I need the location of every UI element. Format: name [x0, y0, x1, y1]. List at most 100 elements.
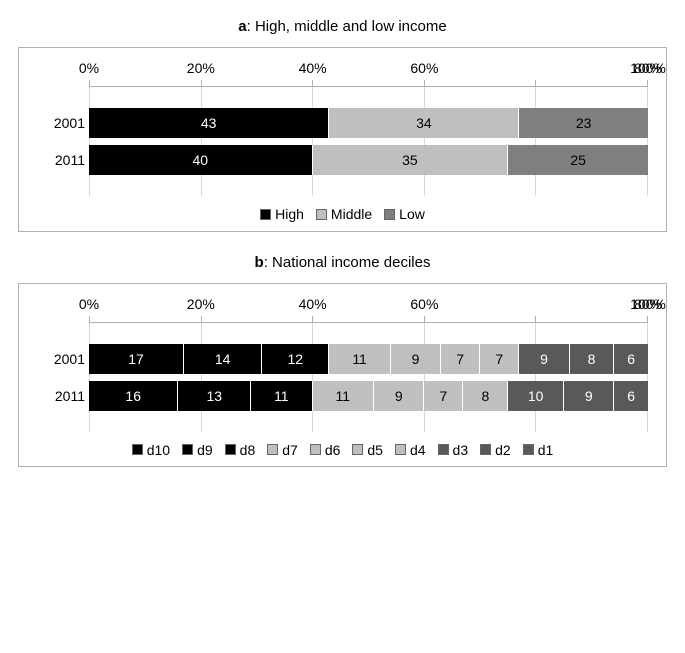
- legend-label: d10: [147, 442, 170, 458]
- legend-label: d9: [197, 442, 213, 458]
- bar-segment: 8: [463, 381, 508, 411]
- legend-label: Low: [399, 206, 425, 222]
- bar-segment-value: 13: [206, 388, 222, 404]
- chart-title: a: High, middle and low income: [10, 18, 675, 35]
- x-axis-labels: 0%20%40%60%80%100%: [89, 60, 648, 78]
- x-axis-tick-label: 100%: [630, 296, 666, 312]
- legend-item: d4: [395, 442, 426, 458]
- bar-segment-value: 6: [627, 351, 635, 367]
- bar-segment: 9: [519, 344, 569, 374]
- legend-label: d8: [240, 442, 256, 458]
- bar-segment-value: 7: [440, 388, 448, 404]
- legend-label: High: [275, 206, 304, 222]
- legend-swatch: [260, 209, 271, 220]
- bar-segment: 7: [424, 381, 463, 411]
- bar-segment: 7: [441, 344, 480, 374]
- legend-swatch: [395, 444, 406, 455]
- bar-segment-value: 9: [395, 388, 403, 404]
- bar-segment-value: 14: [215, 351, 231, 367]
- legend-swatch: [316, 209, 327, 220]
- bar-segment: 34: [329, 108, 519, 138]
- bar-segment-value: 9: [412, 351, 420, 367]
- x-axis-tick-label: 0%: [79, 60, 99, 76]
- bar-segment-value: 23: [576, 115, 592, 131]
- stacked-bar: 161311119781096: [89, 381, 648, 411]
- bar-segment-value: 43: [201, 115, 217, 131]
- plot-area: 2001171412119779862011161311119781096: [89, 322, 648, 432]
- bar-segment: 16: [89, 381, 178, 411]
- bar-row: 200117141211977986: [89, 344, 648, 374]
- bar-segment: 12: [262, 344, 329, 374]
- x-axis-tick-label: 40%: [299, 296, 327, 312]
- y-axis-label: 2011: [37, 388, 85, 404]
- legend: HighMiddleLow: [37, 206, 648, 223]
- legend-item: d2: [480, 442, 511, 458]
- chart-title-rest: : High, middle and low income: [247, 18, 447, 35]
- legend-label: d7: [282, 442, 298, 458]
- x-axis-tick-label: 20%: [187, 60, 215, 76]
- bar-segment-value: 34: [416, 115, 432, 131]
- bar-segment-value: 10: [528, 388, 544, 404]
- bar-segment-value: 12: [288, 351, 304, 367]
- bar-segment: 7: [480, 344, 519, 374]
- legend-swatch: [225, 444, 236, 455]
- legend: d10 d9 d8 d7 d6 d5 d4 d3 d2 d1: [37, 442, 648, 459]
- bar-segment-value: 11: [336, 388, 351, 404]
- legend-swatch: [384, 209, 395, 220]
- legend-swatch: [132, 444, 143, 455]
- legend-item: d10: [132, 442, 170, 458]
- legend-label: d2: [495, 442, 511, 458]
- legend-swatch: [438, 444, 449, 455]
- bar-segment: 35: [313, 145, 509, 175]
- legend-item: Low: [384, 206, 425, 222]
- bar-segment-value: 35: [402, 152, 418, 168]
- bar-segment: 11: [329, 344, 390, 374]
- bar-segment: 17: [89, 344, 184, 374]
- bar-segment: 14: [184, 344, 262, 374]
- bar-segment: 40: [89, 145, 313, 175]
- legend-label: d6: [325, 442, 341, 458]
- legend-swatch: [267, 444, 278, 455]
- chart-title-prefix: b: [255, 254, 264, 271]
- legend-label: d1: [538, 442, 554, 458]
- bar-segment-value: 11: [274, 388, 289, 404]
- legend-swatch: [480, 444, 491, 455]
- bar-segment: 6: [614, 344, 648, 374]
- bar-segment-value: 17: [128, 351, 144, 367]
- legend-swatch: [182, 444, 193, 455]
- chart-title-prefix: a: [238, 18, 246, 35]
- bar-segment: 43: [89, 108, 329, 138]
- y-axis-label: 2001: [37, 351, 85, 367]
- legend-item: d6: [310, 442, 341, 458]
- bar-segment-value: 11: [352, 351, 367, 367]
- bar-segment: 11: [313, 381, 374, 411]
- stacked-bar: 43 34 23: [89, 108, 648, 138]
- bar-segment-value: 6: [627, 388, 635, 404]
- gridlines: [89, 323, 648, 432]
- bar-row: 2011403525: [89, 145, 648, 175]
- legend-item: d7: [267, 442, 298, 458]
- chart-title: b: National income deciles: [10, 254, 675, 271]
- bar-segment: 25: [508, 145, 648, 175]
- chart-box: 0%20%40%60%80%100%20014334232011403525Hi…: [18, 47, 667, 232]
- legend-item: d9: [182, 442, 213, 458]
- legend-swatch: [352, 444, 363, 455]
- stacked-bar: 40 35 25: [89, 145, 648, 175]
- legend-label: d5: [367, 442, 383, 458]
- x-axis-tick-label: 100%: [630, 60, 666, 76]
- legend-item: d3: [438, 442, 469, 458]
- bar-segment: 9: [374, 381, 424, 411]
- charts-container: a: High, middle and low income0%20%40%60…: [10, 18, 675, 467]
- x-axis-tick-label: 0%: [79, 296, 99, 312]
- bar-segment: 23: [519, 108, 648, 138]
- stacked-bar: 17141211977986: [89, 344, 648, 374]
- x-axis-tick-label: 60%: [410, 60, 438, 76]
- bar-segment: 9: [391, 344, 441, 374]
- legend-item: High: [260, 206, 304, 222]
- bar-segment-value: 7: [456, 351, 464, 367]
- legend-item: d1: [523, 442, 554, 458]
- bar-segment-value: 8: [481, 388, 489, 404]
- bar-segment: 6: [614, 381, 648, 411]
- legend-item: d8: [225, 442, 256, 458]
- legend-swatch: [310, 444, 321, 455]
